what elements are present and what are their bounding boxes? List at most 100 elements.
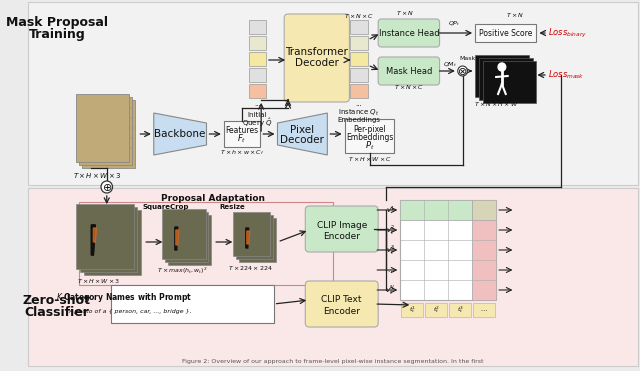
Text: Mask Head: Mask Head [386, 66, 432, 76]
Text: Proposal Adaptation: Proposal Adaptation [161, 194, 265, 203]
Text: $\cdots$: $\cdots$ [481, 308, 488, 312]
Text: $T\times H\times W\times 3$: $T\times H\times W\times 3$ [77, 277, 120, 285]
Bar [234, 212, 270, 256]
Bar [401, 303, 423, 317]
Bar [79, 97, 132, 165]
Text: Instance Head: Instance Head [378, 29, 439, 37]
Bar [400, 200, 496, 300]
Bar [249, 84, 266, 98]
Circle shape [101, 181, 113, 193]
Bar [350, 68, 367, 82]
Text: $v^3_t$: $v^3_t$ [387, 243, 396, 257]
Bar [350, 36, 367, 50]
Bar [475, 55, 529, 97]
FancyBboxPatch shape [378, 57, 440, 85]
Text: $T\times h\times w\times C_f$: $T\times h\times w\times C_f$ [220, 148, 264, 157]
Text: Features: Features [225, 125, 259, 135]
Text: $QP_t$: $QP_t$ [448, 20, 461, 29]
Text: Zero-shot: Zero-shot [23, 293, 91, 306]
Text: $\mathit{Loss}_{mask}$: $\mathit{Loss}_{mask}$ [548, 69, 584, 81]
Text: CLIP Image: CLIP Image [317, 220, 367, 230]
Text: $t^3_t$: $t^3_t$ [456, 305, 464, 315]
Bar [249, 36, 266, 50]
Bar [79, 202, 333, 285]
Text: SquareCrop: SquareCrop [143, 204, 189, 210]
Text: $\otimes$: $\otimes$ [458, 66, 468, 76]
Text: $T\times max(h_t,w_t)^2$: $T\times max(h_t,w_t)^2$ [157, 266, 208, 276]
Text: $T\times H\times W\times 3$: $T\times H\times W\times 3$ [73, 171, 121, 180]
Text: $t^1_t$: $t^1_t$ [408, 305, 416, 315]
Bar [76, 204, 134, 269]
Bar [473, 303, 495, 317]
Text: $F_t$: $F_t$ [237, 133, 246, 145]
Bar [449, 303, 471, 317]
Bar [249, 68, 266, 82]
Text: Figure 2: Overview of our approach to frame-level pixel-wise instance segmentati: Figure 2: Overview of our approach to fr… [182, 359, 484, 364]
Text: $\cdots$: $\cdots$ [387, 267, 396, 273]
Circle shape [458, 66, 467, 76]
Text: Decoder: Decoder [295, 58, 339, 68]
Bar [479, 58, 532, 100]
Text: $v^2_t$: $v^2_t$ [387, 223, 396, 237]
Text: $t^2_t$: $t^2_t$ [433, 305, 440, 315]
Text: $QM_t$: $QM_t$ [444, 60, 458, 69]
Text: $T\times H\times W\times C$: $T\times H\times W\times C$ [348, 155, 392, 163]
Text: $T\times N$: $T\times N$ [396, 9, 414, 17]
Text: $T\times N\times C$: $T\times N\times C$ [344, 12, 374, 20]
Bar [239, 218, 276, 262]
Bar [163, 209, 205, 259]
Bar [425, 303, 447, 317]
Text: Embeddings: Embeddings [337, 117, 381, 123]
Text: $T\times N\times H\times W$: $T\times N\times H\times W$ [474, 100, 518, 108]
Text: Encoder: Encoder [323, 306, 360, 315]
Bar [344, 119, 394, 153]
FancyBboxPatch shape [284, 14, 349, 102]
FancyBboxPatch shape [378, 19, 440, 47]
Text: Embeddings: Embeddings [346, 132, 393, 141]
Bar [111, 285, 274, 323]
Text: Training: Training [29, 27, 85, 40]
Text: Mask Proposal: Mask Proposal [6, 16, 108, 29]
Bar [350, 84, 367, 98]
Polygon shape [175, 227, 178, 250]
Text: CLIP Text: CLIP Text [321, 295, 362, 305]
Bar [483, 61, 536, 103]
Text: Classifier: Classifier [24, 305, 90, 318]
Polygon shape [278, 113, 327, 155]
Bar [475, 24, 536, 42]
Text: $K$ Category Names with Prompt: $K$ Category Names with Prompt [56, 292, 192, 305]
Bar [82, 100, 134, 168]
Text: $v^1$: $v^1$ [387, 204, 396, 216]
FancyBboxPatch shape [305, 206, 378, 252]
Text: $v^N_t$: $v^N_t$ [385, 283, 396, 297]
Text: Decoder: Decoder [280, 135, 324, 145]
Bar [76, 94, 129, 162]
Text: Positive Score: Positive Score [479, 29, 532, 37]
FancyBboxPatch shape [305, 281, 378, 327]
Text: Per-pixel: Per-pixel [353, 125, 386, 134]
Text: $\oplus$: $\oplus$ [102, 181, 112, 193]
Bar [472, 200, 496, 220]
Bar [400, 200, 496, 220]
Text: Encoder: Encoder [323, 232, 360, 240]
Bar [472, 200, 496, 300]
Text: Query $\hat{Q}$: Query $\hat{Q}$ [242, 117, 273, 129]
Bar [249, 20, 266, 34]
Polygon shape [154, 113, 207, 155]
Bar [165, 212, 209, 262]
Text: Resize: Resize [220, 204, 245, 210]
Bar [28, 188, 638, 366]
Polygon shape [247, 231, 250, 244]
Text: $T\times N\times C$: $T\times N\times C$ [394, 83, 424, 91]
Text: Transformer: Transformer [285, 47, 348, 57]
Text: Mask: Mask [460, 56, 476, 60]
Polygon shape [93, 228, 96, 242]
Polygon shape [93, 228, 96, 242]
Circle shape [498, 63, 506, 71]
Bar [28, 2, 638, 185]
Text: Initial: Initial [248, 112, 267, 118]
Text: ...: ... [356, 101, 362, 107]
Bar [350, 52, 367, 66]
Polygon shape [92, 225, 95, 255]
Bar [80, 207, 138, 272]
